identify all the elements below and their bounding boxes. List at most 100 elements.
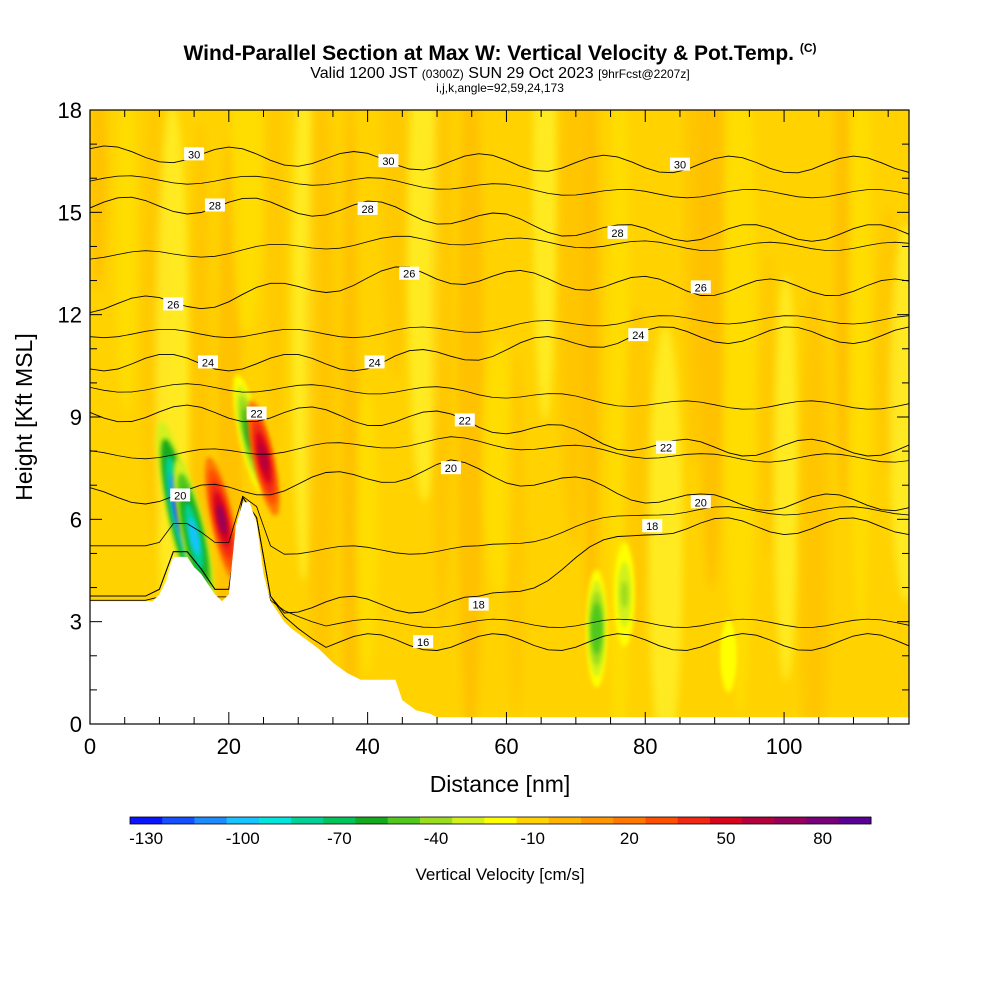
plot-area: 16 18 18 20 20 20 22 22 22 24 24 24 26 26 26 28 28 28 30 30…: [90, 110, 909, 724]
colorbar-segment: [613, 817, 646, 824]
theta-label: 18: [473, 600, 485, 612]
x-tick-label: 100: [766, 734, 803, 759]
x-tick-label: 40: [355, 734, 379, 759]
colorbar-segment: [291, 817, 324, 824]
field-streak: [483, 338, 515, 594]
theta-label: 22: [459, 415, 471, 427]
x-tick-label: 20: [217, 734, 241, 759]
colorbar-segment: [484, 817, 518, 824]
section-params: i,j,k,angle=92,59,24,173: [436, 81, 564, 95]
theta-contour-28: [90, 196, 909, 242]
field-streak: [648, 324, 683, 724]
theta-label-bg: [413, 635, 434, 649]
theta-label-bg: [170, 488, 191, 502]
colorbar-segment: [419, 817, 453, 824]
field-streak: [698, 110, 725, 590]
theta-contour-labels: 16 18 18 20 20 20 22 22 22 24 24 24 26 26 26 28 28 28 30 30…: [163, 147, 711, 649]
theta-label: 28: [209, 201, 221, 213]
theta-label-bg: [642, 519, 663, 533]
colorbar-tick-labels: -130 -100 -70 -40 -10 20 50 80: [129, 829, 832, 848]
theta-label-bg: [440, 461, 461, 475]
theta-label: 20: [174, 490, 186, 502]
theta-contour-minor: [90, 175, 909, 199]
colorbar-segment: [258, 817, 292, 824]
x-axis-label: Distance [nm]: [430, 771, 571, 797]
theta-label-bg: [204, 198, 225, 212]
colorbar-tick-label: -130: [129, 829, 163, 848]
theta-contour-minor: [90, 235, 909, 260]
axis-ticks: [89, 109, 909, 725]
y-tick-label: 3: [70, 610, 82, 635]
colorbar: [129, 816, 872, 825]
colorbar-segment: [130, 817, 163, 824]
theta-label-bg: [656, 440, 677, 454]
theta-label: 24: [632, 330, 644, 342]
theta-label-bg: [468, 597, 489, 611]
field-streak: [356, 388, 379, 674]
terrain-mask: [90, 502, 909, 724]
velocity-cell: [204, 457, 239, 582]
theta-label: 18: [646, 521, 658, 533]
colorbar-segment: [162, 817, 195, 824]
y-tick-label: 6: [70, 507, 82, 532]
colorbar-segment: [806, 817, 840, 824]
theta-contour-22: [90, 404, 909, 457]
velocity-cell-band: [188, 517, 200, 556]
field-streak: [849, 110, 872, 634]
theta-label: 30: [188, 149, 200, 161]
y-tick-labels: 0 3 6 9 12 15 18: [58, 98, 82, 737]
velocity-cell: [586, 569, 608, 688]
theta-contour-26: [90, 266, 909, 314]
theta-contour-minor: [90, 495, 909, 555]
field-streak: [507, 356, 526, 718]
velocity-cell-band: [620, 580, 628, 609]
field-streak: [306, 110, 337, 706]
forecast-label: [9hrFcst@2207z]: [598, 67, 690, 81]
field-streak: [382, 110, 410, 378]
theta-contour-24: [90, 326, 909, 372]
theta-label: 26: [403, 269, 415, 281]
field-streak: [799, 292, 830, 724]
theta-contour-minor: [90, 315, 909, 339]
x-tick-label: 0: [84, 734, 96, 759]
theta-label-bg: [357, 201, 378, 215]
velocity-cell-band: [216, 503, 227, 535]
theta-label: 16: [417, 637, 429, 649]
colorbar-segment: [709, 817, 743, 824]
field-streak: [432, 110, 452, 626]
theta-contour-minor: [90, 436, 909, 463]
theta-label-bg: [399, 266, 420, 280]
chart-title-main: Wind-Parallel Section at Max W: Vertical…: [183, 42, 794, 65]
theta-label-bg: [184, 147, 205, 161]
velocity-cell-band: [258, 443, 269, 473]
theta-label: 26: [695, 282, 707, 294]
theta-label-bg: [378, 154, 399, 168]
field-streak: [583, 110, 599, 670]
colorbar-label: Vertical Velocity [cm/s]: [415, 865, 584, 884]
field-streak: [889, 224, 909, 602]
colorbar-segment: [548, 817, 582, 824]
colorbar-segment: [581, 817, 614, 824]
field-streak: [724, 110, 756, 714]
chart-subtitle: Valid 1200 JST (0300Z) SUN 29 Oct 2023 […: [0, 66, 1000, 82]
colorbar-segment: [387, 817, 421, 824]
theta-label: 28: [611, 228, 623, 240]
y-tick-label: 0: [70, 712, 82, 737]
theta-label: 30: [674, 160, 686, 172]
x-tick-label: 80: [633, 734, 657, 759]
colorbar-tick-label: 50: [717, 829, 736, 848]
y-axis-label: Height [Kft MSL]: [11, 333, 37, 500]
field-streak: [266, 110, 285, 458]
theta-label: 24: [202, 357, 214, 369]
colorbar-tick-label: 20: [620, 829, 639, 848]
theta-contour-30: [90, 145, 909, 174]
x-tick-labels: 0 20 40 60 80 100: [84, 734, 803, 759]
theta-label-bg: [454, 413, 475, 427]
copyright-mark: (C): [799, 41, 817, 55]
field-streak: [342, 110, 358, 724]
theta-label-bg: [628, 328, 649, 342]
theta-label-bg: [690, 495, 711, 509]
colorbar-tick-label: -10: [520, 829, 545, 848]
field-streak: [835, 110, 851, 510]
